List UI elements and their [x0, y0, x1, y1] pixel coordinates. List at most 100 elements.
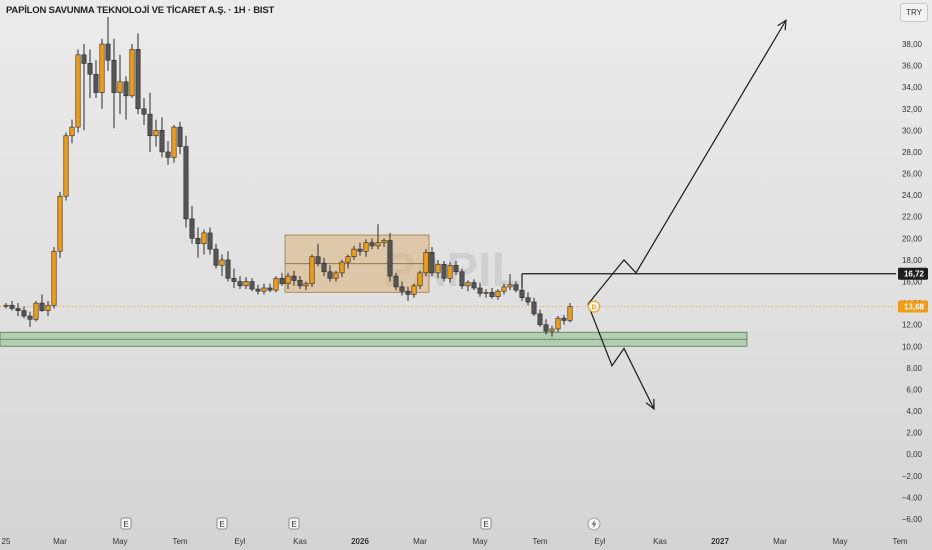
price-tick-label: −2,00	[902, 472, 923, 481]
candle-down	[399, 286, 405, 292]
price-tick-label: 28,00	[902, 148, 923, 157]
candle-down	[393, 275, 399, 288]
price-tick-label: 2,00	[906, 429, 922, 438]
symbol-title[interactable]: PAPİLON SAVUNMA TEKNOLOJİ VE TİCARET A.Ş…	[6, 5, 275, 16]
price-tick-label: −6,00	[902, 515, 923, 524]
time-axis[interactable]: 25 Mar May Tem Eyl Kas 2026 Mar May Tem Eyl Kas 2027…	[2, 537, 908, 546]
candle-up	[333, 272, 339, 279]
candle-up	[303, 283, 309, 287]
time-tick-label: May	[472, 537, 487, 546]
candle-down	[213, 248, 219, 266]
candle-up	[381, 240, 387, 243]
candle-up	[507, 284, 513, 288]
candle-down	[405, 290, 411, 295]
currency-button[interactable]: TRY	[900, 3, 928, 22]
price-tick-label: 36,00	[902, 62, 923, 71]
candle-up	[435, 263, 441, 274]
earnings-marker-bg	[480, 517, 492, 530]
candle-down	[237, 281, 243, 287]
price-tick-label: 26,00	[902, 170, 923, 179]
candle-down	[267, 287, 273, 291]
candle-up	[501, 286, 507, 292]
dividend-marker[interactable]: D	[587, 300, 601, 313]
candle-down	[135, 49, 141, 110]
bearish-projection-path[interactable]	[587, 303, 655, 410]
dividend-marker-label: D	[591, 304, 596, 311]
candle-up	[285, 275, 291, 284]
candle-down	[39, 302, 45, 311]
last-price-tag-bg	[898, 300, 928, 313]
time-tick-label: 2026	[351, 537, 369, 546]
candle-down	[105, 43, 111, 61]
candle-up	[447, 265, 453, 279]
price-tick-label: 22,00	[902, 213, 923, 222]
candle-down	[15, 308, 21, 311]
candle-down	[123, 81, 129, 97]
candle-up	[129, 49, 135, 97]
time-tick-label: Mar	[773, 537, 787, 546]
candle-up	[483, 291, 489, 294]
earnings-marker-bg	[120, 517, 132, 530]
candle-up	[417, 272, 423, 287]
replay-lightning-icon[interactable]	[587, 517, 601, 531]
candle-up	[57, 195, 63, 252]
candle-down	[321, 262, 327, 273]
candle-down	[279, 277, 285, 284]
candle-down	[519, 289, 525, 298]
earnings-marker-label: E	[219, 520, 224, 529]
time-tick-label: Mar	[53, 537, 67, 546]
candle-up	[201, 232, 207, 245]
bullish-arrow-head	[777, 19, 787, 31]
price-tick-label: 30,00	[902, 126, 923, 135]
earnings-marker-label: E	[291, 520, 296, 529]
candle-down	[165, 151, 171, 158]
time-tick-label: Kas	[293, 537, 307, 546]
candle-up	[309, 256, 315, 284]
price-tick-label: 12,00	[902, 321, 923, 330]
candle-down	[561, 317, 567, 321]
earnings-marker-label: E	[483, 520, 488, 529]
time-tick-label: May	[832, 537, 847, 546]
candle-up	[243, 281, 249, 287]
candlestick-series	[3, 17, 573, 337]
candle-down	[327, 271, 333, 279]
candle-down	[159, 130, 165, 153]
price-tick-label: 4,00	[906, 407, 922, 416]
candle-up	[363, 242, 369, 252]
price-tick-label: 18,00	[902, 256, 923, 265]
candle-down	[147, 113, 153, 137]
price-axis[interactable]: 38,00 36,00 34,00 32,00 30,00 28,00 26,00 24,00…	[902, 40, 923, 524]
candle-down	[531, 301, 537, 315]
candle-down	[429, 252, 435, 274]
candle-up	[219, 259, 225, 266]
candle-up	[339, 261, 345, 274]
price-tick-label: 24,00	[902, 191, 923, 200]
candle-down	[297, 280, 303, 287]
candle-up	[423, 252, 429, 274]
price-tick-label: −4,00	[902, 493, 923, 502]
candle-up	[567, 306, 573, 321]
bullish-projection-path[interactable]	[587, 19, 787, 305]
candle-down	[543, 324, 549, 332]
price-tick-label: 10,00	[902, 342, 923, 351]
candle-up	[69, 126, 75, 137]
resistance-price-tag-bg	[898, 267, 928, 280]
candle-down	[459, 271, 465, 287]
candle-down	[27, 315, 33, 320]
resistance-price-tag: 16,72	[898, 267, 928, 280]
candle-up	[171, 126, 177, 158]
time-tick-label: Eyl	[594, 537, 605, 546]
resistance-price-label: 16,72	[904, 270, 925, 279]
earnings-marker-label: E	[123, 520, 128, 529]
candle-down	[453, 265, 459, 273]
candle-down	[291, 275, 297, 281]
candle-up	[33, 302, 39, 320]
candle-down	[9, 304, 15, 309]
candle-down	[477, 287, 483, 294]
candle-up	[261, 287, 267, 292]
bearish-arrow-head	[645, 398, 655, 411]
price-tick-label: 34,00	[902, 83, 923, 92]
candle-down	[387, 240, 393, 277]
candle-up	[117, 81, 123, 93]
